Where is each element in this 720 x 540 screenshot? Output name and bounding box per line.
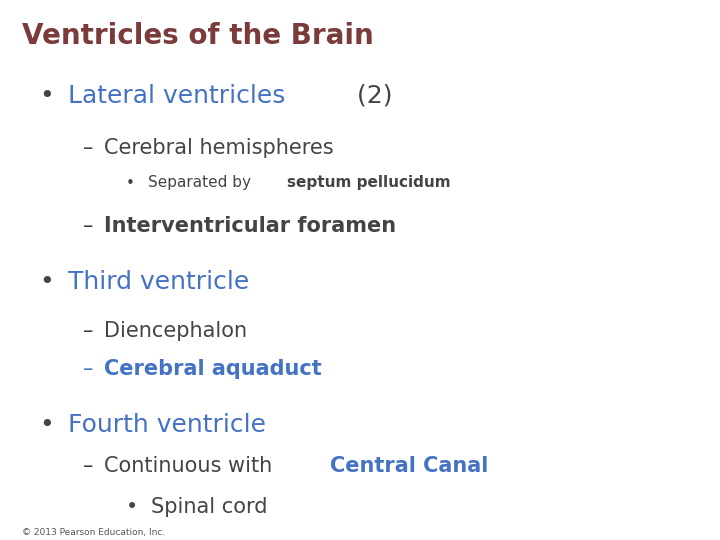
Text: (2): (2) — [349, 84, 392, 107]
Text: •: • — [126, 497, 138, 517]
Text: –: – — [83, 456, 93, 476]
Text: –: – — [83, 359, 93, 379]
Text: septum pellucidum: septum pellucidum — [287, 176, 451, 191]
Text: –: – — [83, 138, 93, 158]
Text: –: – — [83, 321, 93, 341]
Text: Ventricles of the Brain: Ventricles of the Brain — [22, 22, 374, 50]
Text: Cerebral hemispheres: Cerebral hemispheres — [104, 138, 334, 158]
Text: Lateral ventricles: Lateral ventricles — [68, 84, 286, 107]
Text: Central Canal: Central Canal — [330, 456, 488, 476]
Text: © 2013 Pearson Education, Inc.: © 2013 Pearson Education, Inc. — [22, 528, 165, 537]
Text: Spinal cord: Spinal cord — [151, 497, 268, 517]
Text: •: • — [40, 84, 54, 107]
Text: •: • — [40, 413, 54, 437]
Text: Continuous with: Continuous with — [104, 456, 279, 476]
Text: –: – — [83, 216, 93, 236]
Text: Cerebral aquaduct: Cerebral aquaduct — [104, 359, 322, 379]
Text: Diencephalon: Diencephalon — [104, 321, 248, 341]
Text: •: • — [126, 176, 135, 191]
Text: Fourth ventricle: Fourth ventricle — [68, 413, 266, 437]
Text: •: • — [40, 270, 54, 294]
Text: Interventricular foramen: Interventricular foramen — [104, 216, 397, 236]
Text: Separated by: Separated by — [148, 176, 256, 191]
Text: Third ventricle: Third ventricle — [68, 270, 250, 294]
